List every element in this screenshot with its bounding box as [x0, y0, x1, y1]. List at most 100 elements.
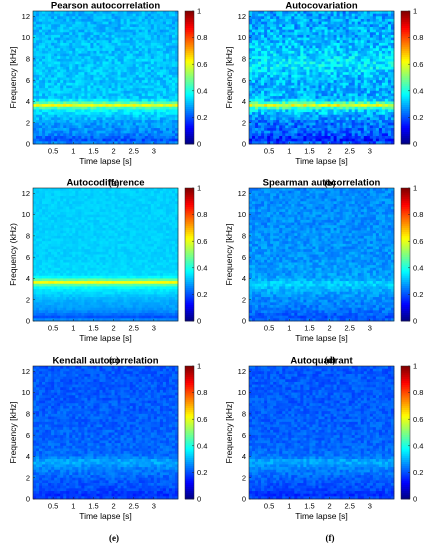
heatmap-cell: [306, 16, 310, 20]
heatmap-cell: [306, 106, 310, 110]
heatmap-cell: [306, 48, 310, 52]
heatmap-cell: [156, 58, 161, 62]
heatmap-cell: [168, 11, 173, 15]
heatmap-cell: [135, 13, 140, 17]
heatmap-cell: [330, 21, 334, 25]
heatmap-cell: [318, 136, 322, 140]
heatmap-cell: [156, 74, 161, 78]
heatmap-cell: [72, 26, 76, 30]
heatmap-cell: [144, 48, 149, 52]
heatmap-cell: [309, 66, 313, 70]
colorbar-segment: [401, 67, 410, 70]
heatmap-cell: [324, 104, 328, 108]
heatmap-cell: [366, 138, 371, 142]
heatmap-cell: [144, 96, 149, 100]
heatmap-cell: [285, 77, 289, 81]
heatmap-cell: [117, 141, 121, 145]
heatmap-cell: [111, 42, 115, 46]
heatmap-cell: [327, 72, 331, 76]
heatmap-cell: [252, 136, 256, 140]
heatmap-cell: [90, 37, 94, 41]
heatmap-cell: [258, 72, 262, 76]
heatmap-cell: [384, 16, 389, 20]
heatmap-cell: [60, 133, 64, 137]
heatmap-cell: [366, 53, 371, 57]
heatmap-cell: [108, 114, 112, 118]
heatmap-cell: [138, 32, 143, 36]
heatmap-cell: [117, 125, 121, 129]
heatmap-cell: [321, 133, 325, 137]
heatmap-cell: [102, 11, 106, 15]
heatmap-cell: [147, 80, 152, 84]
heatmap-cell: [105, 58, 109, 62]
heatmap-cell: [294, 74, 298, 78]
heatmap-cell: [273, 77, 277, 81]
heatmap-cell: [84, 48, 88, 52]
heatmap-cell: [78, 93, 82, 97]
heatmap-cell: [168, 130, 173, 134]
heatmap-cell: [171, 50, 176, 54]
heatmap-cell: [72, 82, 76, 86]
heatmap-cell: [66, 66, 70, 70]
heatmap-cell: [174, 74, 179, 78]
heatmap-cell: [156, 114, 161, 118]
heatmap-cell: [147, 74, 152, 78]
heatmap-cell: [372, 74, 377, 78]
heatmap-cell: [300, 138, 304, 142]
heatmap-cell: [36, 66, 40, 70]
heatmap-cell: [261, 61, 265, 65]
heatmap-cell: [282, 13, 286, 17]
heatmap-cell: [309, 32, 313, 36]
heatmap-cell: [90, 13, 94, 17]
heatmap-cell: [333, 21, 337, 25]
heatmap-cell: [306, 21, 310, 25]
heatmap-cell: [36, 18, 40, 22]
colorbar-segment: [185, 125, 194, 128]
heatmap-cell: [78, 122, 82, 126]
heatmap-cell: [111, 141, 115, 145]
heatmap-cell: [339, 18, 343, 22]
heatmap-cell: [36, 141, 40, 145]
heatmap-cell: [72, 56, 76, 60]
heatmap-cell: [291, 101, 295, 105]
heatmap-cell: [54, 82, 58, 86]
heatmap-cell: [93, 109, 97, 113]
heatmap-cell: [108, 11, 112, 15]
heatmap-cell: [135, 120, 140, 124]
heatmap-cell: [315, 18, 319, 22]
heatmap-cell: [312, 117, 316, 121]
heatmap-cell: [144, 98, 149, 102]
heatmap-cell: [315, 117, 319, 121]
heatmap-cell: [318, 21, 322, 25]
heatmap-cell: [120, 109, 124, 113]
heatmap-cell: [39, 98, 43, 102]
heatmap-cell: [75, 114, 79, 118]
heatmap-cell: [369, 125, 374, 129]
heatmap-cell: [129, 93, 134, 97]
heatmap-cell: [354, 58, 359, 62]
heatmap-cell: [366, 82, 371, 86]
heatmap-cell: [255, 34, 259, 38]
heatmap-cell: [84, 101, 88, 105]
heatmap-cell: [384, 141, 389, 145]
heatmap-cell: [387, 82, 392, 86]
heatmap-cell: [36, 136, 40, 140]
heatmap-cell: [348, 21, 353, 25]
heatmap-cell: [63, 45, 67, 49]
heatmap-cell: [33, 11, 37, 15]
heatmap-cell: [39, 42, 43, 46]
heatmap-cell: [45, 112, 49, 116]
heatmap-cell: [165, 13, 170, 17]
colorbar-segment: [401, 62, 410, 66]
heatmap-cell: [378, 130, 383, 134]
heatmap-cell: [342, 122, 347, 126]
heatmap-cell: [138, 26, 143, 30]
heatmap-cell: [33, 136, 37, 140]
heatmap-cell: [171, 112, 176, 116]
heatmap-cell: [288, 69, 292, 73]
heatmap-cell: [36, 120, 40, 124]
heatmap-cell: [36, 61, 40, 65]
heatmap-cell: [375, 61, 380, 65]
heatmap-cell: [102, 64, 106, 68]
heatmap-cell: [282, 69, 286, 73]
